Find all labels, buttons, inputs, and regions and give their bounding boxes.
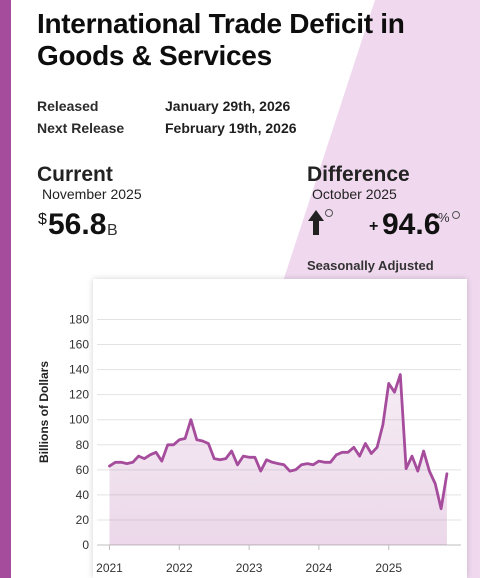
currency-symbol: $ (38, 211, 47, 228)
y-tick-label: 100 (69, 413, 89, 427)
difference-value: 94.6 (382, 208, 441, 241)
difference-heading: Difference (307, 163, 410, 186)
x-tick-label: 2025 (375, 561, 402, 575)
accent-bar (0, 0, 11, 578)
y-tick-label: 0 (82, 538, 89, 552)
series-line (108, 373, 449, 511)
series-area (109, 374, 447, 545)
y-axis-label: Billions of Dollars (37, 361, 51, 463)
info-circle-icon[interactable] (324, 208, 334, 218)
y-tick-label: 40 (76, 488, 90, 502)
released-value: January 29th, 2026 (165, 98, 291, 114)
difference-unit: % (438, 210, 450, 225)
up-arrow-icon (308, 210, 324, 235)
x-tick-label: 2021 (96, 561, 123, 575)
x-tick-label: 2023 (236, 561, 263, 575)
y-tick-label: 80 (76, 438, 90, 452)
x-tick-label: 2022 (166, 561, 193, 575)
x-tick-label: 2024 (306, 561, 333, 575)
page-title: International Trade Deficit in Goods & S… (37, 8, 405, 71)
next-release-value: February 19th, 2026 (165, 120, 297, 136)
next-release-label: Next Release (37, 120, 125, 136)
y-tick-label: 20 (76, 513, 90, 527)
current-value: 56.8 (48, 208, 107, 241)
difference-period: October 2025 (312, 186, 397, 202)
current-heading: Current (37, 163, 113, 186)
difference-sign: + (369, 218, 379, 235)
y-tick-label: 60 (76, 463, 90, 477)
current-unit: B (107, 222, 118, 239)
y-tick-label: 180 (69, 313, 89, 327)
seasonally-adjusted-note: Seasonally Adjusted (307, 258, 434, 273)
current-period: November 2025 (42, 186, 142, 202)
y-tick-label: 140 (69, 363, 89, 377)
released-label: Released (37, 98, 99, 114)
info-circle-icon[interactable] (451, 210, 461, 220)
y-tick-label: 120 (69, 388, 89, 402)
y-tick-label: 160 (69, 338, 89, 352)
